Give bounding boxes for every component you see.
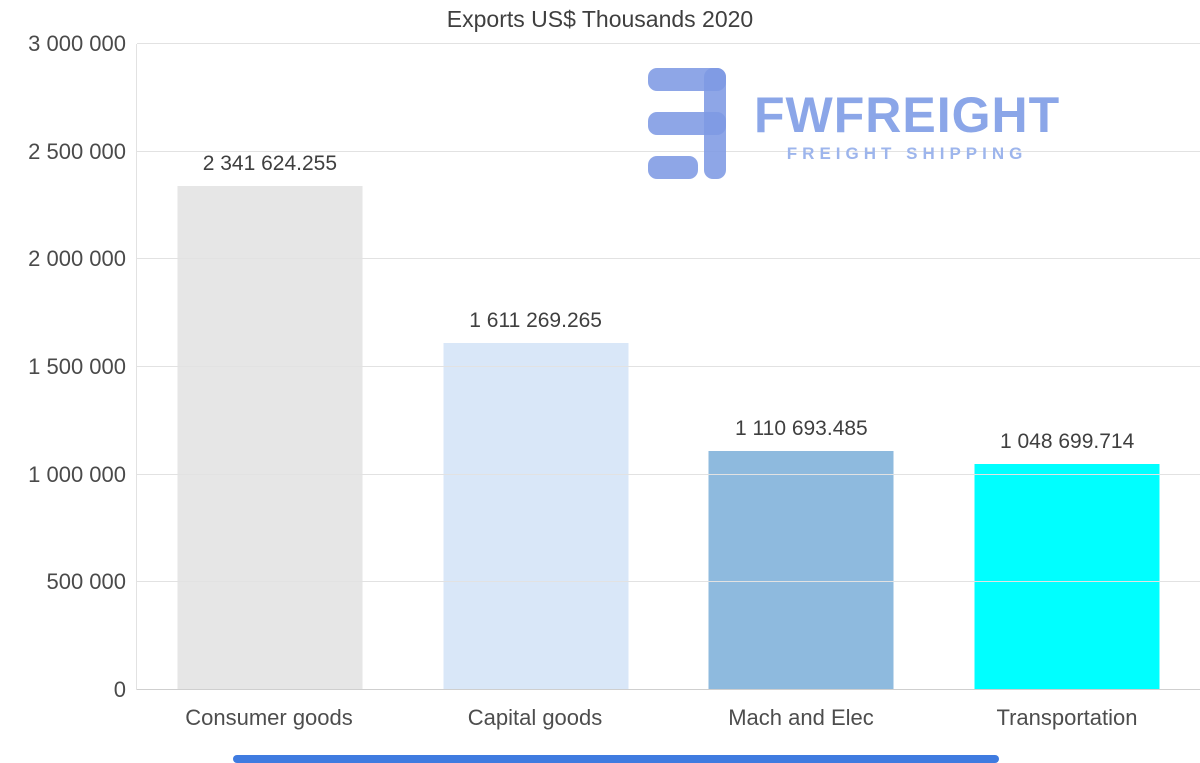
bars-container: 2 341 624.255 1 611 269.265 1 110 693.485 1… [137, 44, 1200, 690]
gridline [137, 43, 1200, 44]
chart-body: 0 500 000 1 000 000 1 500 000 2 000 000 2 500… [0, 31, 1200, 702]
bar-slot: 1 110 693.485 [669, 44, 935, 690]
y-tick-label: 1 000 000 [28, 461, 126, 487]
bar-value-label: 1 048 699.714 [999, 430, 1135, 454]
bar-transportation [974, 464, 1160, 690]
bar-value-label: 2 341 624.255 [202, 151, 338, 175]
y-axis: 0 500 000 1 000 000 1 500 000 2 000 000 2 500… [0, 31, 126, 702]
x-axis-label: Transportation [996, 705, 1138, 730]
y-tick-label: 0 [113, 677, 126, 702]
bar-capital-goods [443, 343, 629, 690]
gridline [137, 366, 1200, 367]
x-axis-label: Capital goods [467, 705, 603, 730]
x-axis-label: Mach and Elec [728, 705, 874, 730]
y-tick-label: 1 500 000 [28, 354, 126, 379]
gridline [137, 581, 1200, 583]
chart-title: Exports US$ Thousands 2020 [446, 6, 754, 32]
x-axis-label: Consumer goods [185, 705, 353, 730]
plot-area: 2 341 624.255 1 611 269.265 1 110 693.485 1… [136, 43, 1200, 690]
bar-consumer-goods [177, 185, 363, 690]
bar-slot: 1 611 269.265 [403, 44, 669, 690]
gridline [137, 689, 1200, 690]
bar-mach-and-elec [708, 450, 894, 690]
gridline [137, 258, 1200, 260]
bar-slot: 2 341 624.255 [137, 44, 403, 690]
y-tick-label: 2 000 000 [28, 246, 126, 272]
bar-value-label: 1 110 693.485 [735, 416, 868, 440]
x-axis: Consumer goods Capital goods Mach and Elec… [136, 690, 1200, 763]
gridline [137, 150, 1200, 152]
y-tick-label: 3 000 000 [28, 31, 126, 56]
bar-slot: 1 048 699.714 [934, 44, 1200, 690]
y-tick-label: 2 500 000 [28, 138, 126, 164]
y-tick-label: 500 000 [46, 569, 126, 595]
gridline [137, 473, 1200, 475]
horizontal-scrollbar-thumb[interactable] [233, 755, 999, 763]
bar-value-label: 1 611 269.265 [469, 309, 602, 333]
